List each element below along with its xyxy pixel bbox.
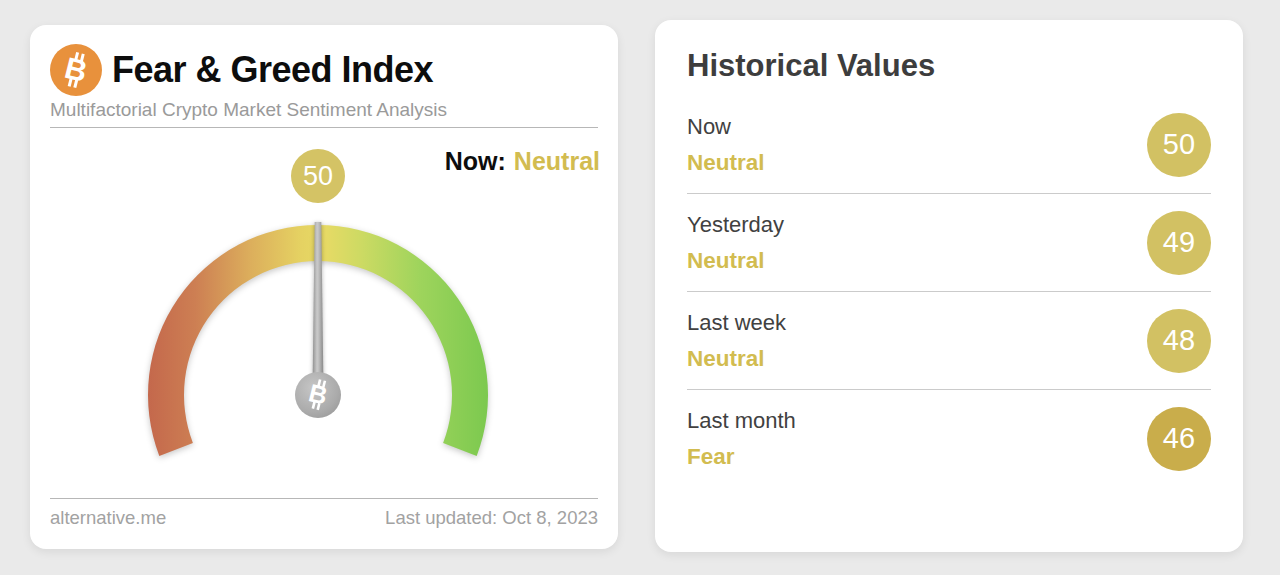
history-row-last-week: Last week Neutral 48 <box>687 292 1211 390</box>
history-row-now: Now Neutral 50 <box>687 96 1211 194</box>
history-value-circle: 50 <box>1147 113 1211 177</box>
gauge-value-badge: 50 <box>291 149 345 203</box>
current-sentiment: Now: Neutral <box>445 147 600 176</box>
history-period-label: Yesterday <box>687 212 784 238</box>
history-classification: Neutral <box>687 150 765 176</box>
historical-values-title: Historical Values <box>687 48 1211 84</box>
history-value-circle: 49 <box>1147 211 1211 275</box>
card-title: Fear & Greed Index <box>112 49 433 91</box>
header-divider <box>50 127 598 128</box>
history-row-last-month: Last month Fear 46 <box>687 390 1211 487</box>
now-label: Now: <box>445 147 506 175</box>
history-classification: Neutral <box>687 248 784 274</box>
history-period-label: Now <box>687 114 765 140</box>
fear-greed-index-card: B B Fear & Greed Index Multifactorial Cr… <box>30 25 618 549</box>
history-period-label: Last month <box>687 408 796 434</box>
bitcoin-icon: B <box>50 44 102 96</box>
now-classification: Neutral <box>514 147 600 175</box>
history-classification: Fear <box>687 444 796 470</box>
history-value-circle: 46 <box>1147 407 1211 471</box>
historical-values-card: Historical Values Now Neutral 50 Yesterd… <box>655 20 1243 552</box>
footer-divider <box>50 498 598 499</box>
card-subtitle: Multifactorial Crypto Market Sentiment A… <box>50 99 447 121</box>
card-footer: alternative.me Last updated: Oct 8, 2023 <box>50 507 598 529</box>
history-period-label: Last week <box>687 310 786 336</box>
site-link[interactable]: alternative.me <box>50 507 166 529</box>
history-value-circle: 48 <box>1147 309 1211 373</box>
history-row-yesterday: Yesterday Neutral 49 <box>687 194 1211 292</box>
last-updated-text: Last updated: Oct 8, 2023 <box>385 507 598 529</box>
history-classification: Neutral <box>687 346 786 372</box>
